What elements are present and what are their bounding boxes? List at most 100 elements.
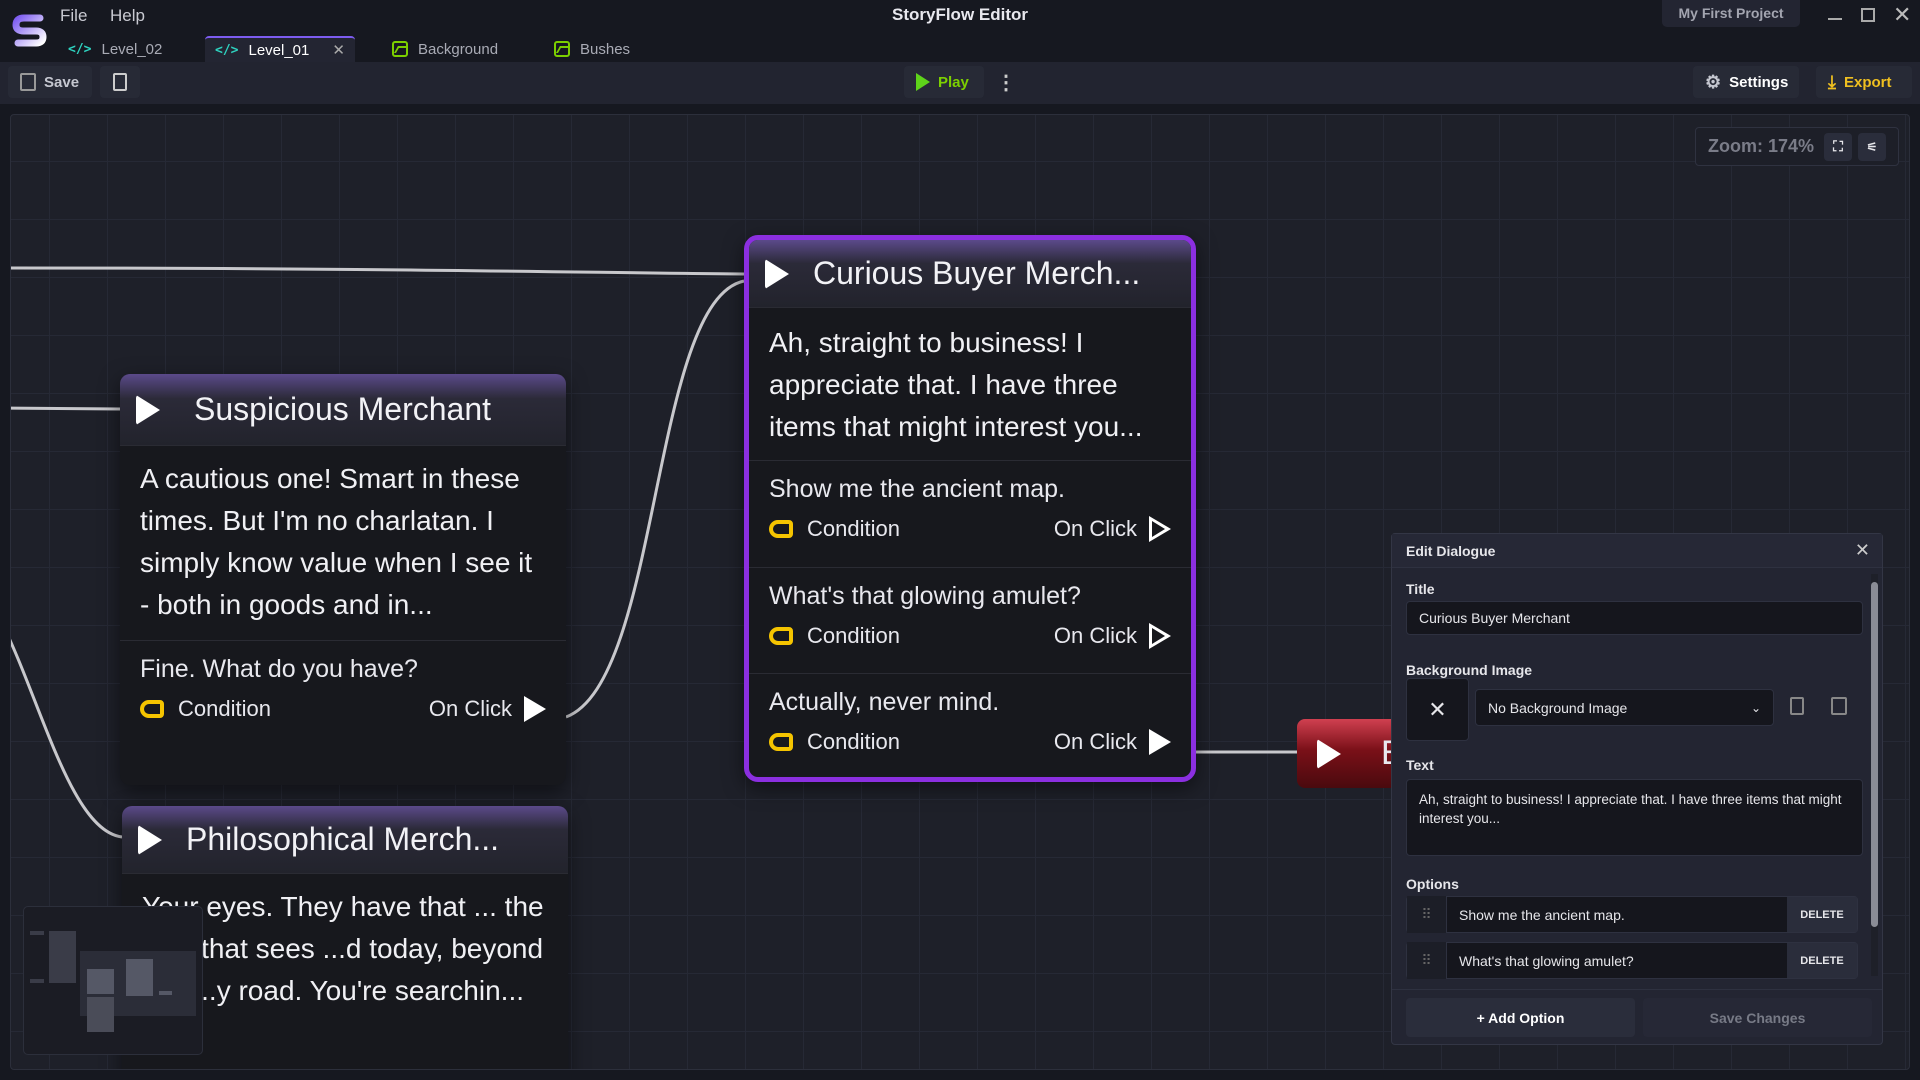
image-icon: [392, 41, 408, 57]
condition-label: Condition: [807, 729, 900, 754]
play-label: Play: [938, 73, 969, 91]
output-port-icon[interactable]: [1149, 623, 1171, 649]
dialogue-node-suspicious-merchant[interactable]: Suspicious Merchant A cautious one! Smar…: [120, 374, 566, 785]
image-icon: [554, 41, 570, 57]
scrollbar-thumb[interactable]: [1871, 582, 1878, 927]
node-option[interactable]: Actually, never mind. Condition On Click: [749, 673, 1191, 755]
text-textarea[interactable]: Ah, straight to business! I appreciate t…: [1406, 779, 1863, 856]
settings-label: Settings: [1729, 73, 1789, 91]
play-icon: [765, 258, 789, 289]
trigger-label: On Click: [1053, 729, 1137, 754]
minimize-icon[interactable]: [1828, 18, 1842, 20]
edit-dialogue-panel: Edit Dialogue ✕ Title Curious Buyer Merc…: [1391, 533, 1883, 1045]
node-title: Philosophical Merch...: [186, 821, 500, 857]
option-input[interactable]: What's that glowing amulet?: [1459, 952, 1634, 969]
save-icon: [20, 73, 36, 91]
tab-label: Bushes: [580, 40, 631, 58]
node-text: Ah, straight to business! I appreciate t…: [769, 327, 1143, 442]
more-options-icon[interactable]: ⋮: [996, 72, 1016, 94]
node-header: Suspicious Merchant: [120, 374, 566, 446]
delete-option-button[interactable]: DELETE: [1787, 943, 1857, 978]
tab-label: Level_01: [248, 41, 310, 59]
menu-file[interactable]: File: [60, 6, 88, 25]
drag-handle-icon[interactable]: ⠿: [1407, 942, 1447, 979]
remove-background-icon[interactable]: ✕: [1406, 678, 1469, 741]
option-row[interactable]: ⠿ What's that glowing amulet? DELETE: [1406, 942, 1858, 979]
drag-handle-icon[interactable]: ⠿: [1407, 896, 1447, 933]
play-button[interactable]: Play: [904, 66, 984, 98]
tab-level-01[interactable]: </> Level_01 ✕: [205, 36, 355, 62]
node-title: Suspicious Merchant: [194, 391, 492, 427]
connection-edge: [565, 279, 745, 719]
play-icon: [136, 394, 160, 425]
text-value: Ah, straight to business! I appreciate t…: [1419, 792, 1842, 826]
import-image-icon[interactable]: [1831, 697, 1847, 715]
tab-bushes[interactable]: Bushes: [544, 36, 640, 62]
condition-icon[interactable]: [769, 520, 793, 538]
dialogue-node-curious-buyer-merchant[interactable]: Curious Buyer Merch... Ah, straight to b…: [744, 235, 1196, 782]
scrollbar[interactable]: [1871, 574, 1878, 976]
output-port-icon[interactable]: [1149, 729, 1171, 755]
settings-button[interactable]: ⚙ Settings: [1693, 66, 1799, 98]
export-label: Export: [1843, 73, 1892, 91]
save-changes-button[interactable]: Save Changes: [1643, 998, 1872, 1037]
connections: [11, 266, 1297, 839]
close-tab-icon[interactable]: ✕: [332, 42, 345, 59]
minimap-node: [30, 931, 44, 935]
play-icon: [1317, 738, 1341, 769]
output-port-icon[interactable]: [524, 696, 546, 722]
condition-label: Condition: [807, 623, 900, 648]
project-name[interactable]: My First Project: [1662, 0, 1800, 27]
option-input[interactable]: Show me the ancient map.: [1459, 906, 1625, 923]
trigger-label: On Click: [1053, 516, 1137, 541]
close-icon[interactable]: ✕: [1854, 540, 1870, 560]
option-text: Actually, never mind.: [769, 688, 1000, 716]
minimap-node: [87, 997, 114, 1032]
condition-icon[interactable]: [769, 733, 793, 751]
title-input[interactable]: Curious Buyer Merchant: [1406, 601, 1863, 635]
find-in-document-button[interactable]: [100, 66, 140, 98]
download-icon: ⤓: [1828, 71, 1836, 92]
background-select-value: No Background Image: [1488, 699, 1628, 716]
browse-image-icon[interactable]: [1790, 697, 1804, 715]
play-icon: [138, 824, 162, 855]
node-option[interactable]: What's that glowing amulet? Condition On …: [749, 567, 1191, 673]
condition-label: Condition: [807, 516, 900, 541]
maximize-icon[interactable]: [1861, 8, 1875, 22]
minimap-node: [87, 969, 114, 994]
close-window-icon[interactable]: ✕: [1893, 2, 1912, 27]
document-search-icon: [113, 73, 127, 91]
condition-icon[interactable]: [769, 627, 793, 645]
option-row[interactable]: ⠿ Show me the ancient map. DELETE: [1406, 896, 1858, 933]
tab-level-02[interactable]: </> Level_02: [58, 36, 172, 62]
background-image-select[interactable]: No Background Image ⌄: [1475, 689, 1774, 726]
node-text: A cautious one! Smart in these times. Bu…: [140, 463, 533, 620]
minimap-node: [30, 979, 44, 983]
export-button[interactable]: ⤓ Export: [1816, 66, 1912, 98]
condition-label: Condition: [178, 696, 271, 721]
toolbar: Save Play ⋮ ⚙ Settings ⤓ Export: [0, 62, 1920, 104]
save-label: Save: [44, 73, 80, 91]
option-text: Show me the ancient map.: [769, 475, 1065, 503]
save-button[interactable]: Save: [8, 66, 92, 98]
fit-view-icon[interactable]: ⛶: [1824, 132, 1852, 161]
title-bar: File Help StoryFlow Editor My First Proj…: [0, 0, 1920, 62]
menu-help[interactable]: Help: [110, 6, 145, 25]
delete-option-button[interactable]: DELETE: [1787, 897, 1857, 932]
add-option-button[interactable]: + Add Option: [1406, 998, 1635, 1037]
node-text: Your eyes. They have that ... the kind t…: [142, 891, 544, 1006]
connection-edge: [11, 266, 745, 276]
filter-settings-icon[interactable]: ⚟: [1858, 132, 1886, 161]
tab-label: Background: [418, 40, 499, 58]
condition-icon[interactable]: [140, 700, 164, 718]
background-image-label: Background Image: [1406, 662, 1533, 678]
options-label: Options: [1406, 876, 1459, 892]
node-option[interactable]: Show me the ancient map. Condition On Cli…: [749, 460, 1191, 567]
node-header: Philosophical Merch...: [122, 806, 568, 874]
code-icon: </>: [68, 41, 92, 57]
node-option[interactable]: Fine. What do you have? Condition On Clic…: [120, 640, 566, 722]
output-port-icon[interactable]: [1149, 516, 1171, 542]
minimap[interactable]: [23, 906, 203, 1055]
tab-label: Level_02: [101, 40, 163, 58]
tab-background[interactable]: Background: [382, 36, 508, 62]
